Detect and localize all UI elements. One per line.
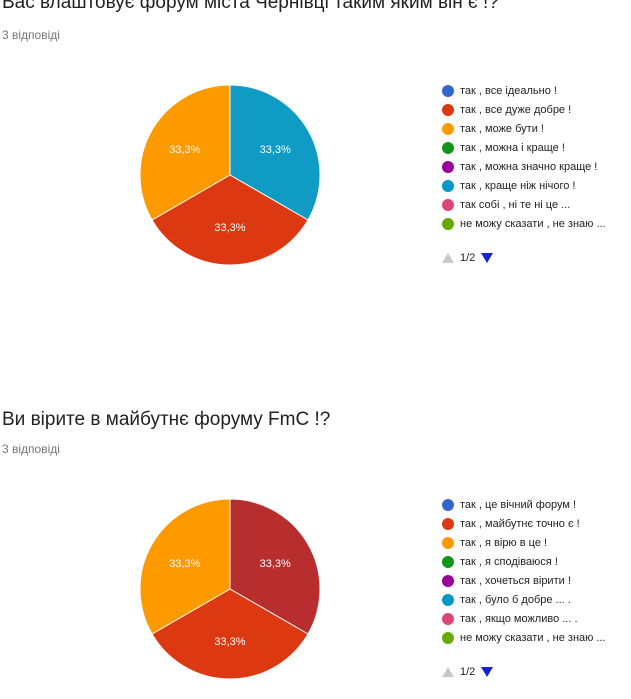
legend-item[interactable]: так , я вірю в це !: [442, 533, 606, 552]
legend-dot-icon: [442, 612, 454, 625]
legend-prev-icon[interactable]: [442, 667, 454, 677]
pie-chart[interactable]: 33,3% 33,3% 33,3%: [120, 65, 340, 285]
legend-item[interactable]: так , якщо можливо ... .: [442, 609, 606, 628]
legend-item[interactable]: так , це вічний форум !: [442, 495, 606, 514]
legend-item[interactable]: так , можна значно краще !: [442, 157, 606, 176]
legend-label: так , було б добре ... .: [460, 593, 571, 606]
legend-next-icon[interactable]: [481, 667, 494, 677]
legend-prev-icon[interactable]: [442, 253, 454, 263]
legend-item[interactable]: не можу сказати , не знаю ...: [442, 214, 606, 233]
legend-dot-icon: [442, 141, 454, 154]
chart-legend: так , це вічний форум ! так , майбутнє то…: [442, 495, 606, 647]
chart-title: Ви вірите в майбутнє форуму FmC !?: [2, 409, 331, 430]
legend-dot-icon: [442, 84, 454, 97]
legend-label: так собі , ні те ні це ...: [460, 198, 571, 211]
legend-item[interactable]: так , було б добре ... .: [442, 590, 606, 609]
pie-slice-label: 33,3%: [214, 636, 245, 648]
pie-slice-0[interactable]: [229, 498, 321, 635]
legend-dot-icon: [442, 217, 454, 230]
pie-slice-label: 33,3%: [169, 558, 200, 570]
legend-next-icon[interactable]: [481, 253, 494, 263]
legend-label: так , все ідеально !: [460, 84, 557, 97]
legend-label: так , все дуже добре !: [460, 103, 572, 116]
pie-slice-1[interactable]: [151, 174, 309, 266]
legend-label: так , якщо можливо ... .: [460, 612, 578, 625]
legend-label: так , майбутнє точно є !: [460, 517, 580, 530]
legend-page: 1/2: [460, 666, 476, 678]
response-count: 3 відповіді: [2, 28, 60, 42]
legend-dot-icon: [442, 517, 454, 530]
pie-slice-label: 33,3%: [260, 144, 291, 156]
legend-label: не можу сказати , не знаю ...: [460, 631, 606, 644]
legend-pager: 1/2: [442, 252, 494, 264]
legend-dot-icon: [442, 574, 454, 587]
legend-item[interactable]: так , може бути !: [442, 119, 606, 138]
legend-item[interactable]: не можу сказати , не знаю ...: [442, 628, 606, 647]
legend-item[interactable]: так , я сподіваюся !: [442, 552, 606, 571]
legend-label: так , я сподіваюся !: [460, 555, 558, 568]
legend-dot-icon: [442, 160, 454, 173]
legend-item[interactable]: так , хочеться вірити !: [442, 571, 606, 590]
chart-section-1: Вас влаштовує форум міста Чернівці таким…: [0, 0, 631, 340]
legend-label: так , це вічний форум !: [460, 498, 577, 511]
legend-dot-icon: [442, 631, 454, 644]
chart-title: Вас влаштовує форум міста Чернівці таким…: [2, 0, 499, 13]
pie-slice-2[interactable]: [139, 498, 231, 635]
pie-slice-2[interactable]: [139, 84, 231, 221]
chart-legend: так , все ідеально ! так , все дуже добре…: [442, 81, 606, 233]
legend-dot-icon: [442, 103, 454, 116]
chart-section-2: Ви вірите в майбутнє форуму FmC !? 3 від…: [0, 400, 631, 683]
legend-item[interactable]: так , все ідеально !: [442, 81, 606, 100]
legend-label: так , може бути !: [460, 122, 544, 135]
legend-dot-icon: [442, 179, 454, 192]
legend-label: так , краще ніж нічого !: [460, 179, 576, 192]
legend-item[interactable]: так , все дуже добре !: [442, 100, 606, 119]
legend-item[interactable]: так собі , ні те ні це ...: [442, 195, 606, 214]
legend-dot-icon: [442, 555, 454, 568]
response-count: 3 відповіді: [2, 442, 60, 456]
legend-item[interactable]: так , майбутнє точно є !: [442, 514, 606, 533]
legend-dot-icon: [442, 122, 454, 135]
legend-label: так , я вірю в це !: [460, 536, 548, 549]
legend-dot-icon: [442, 498, 454, 511]
pie-chart[interactable]: 33,3% 33,3% 33,3%: [120, 479, 340, 699]
pie-slice-label: 33,3%: [214, 222, 245, 234]
legend-label: так , можна і краще !: [460, 141, 565, 154]
legend-label: так , хочеться вірити !: [460, 574, 571, 587]
legend-label: не можу сказати , не знаю ...: [460, 217, 606, 230]
legend-item[interactable]: так , можна і краще !: [442, 138, 606, 157]
legend-item[interactable]: так , краще ніж нічого !: [442, 176, 606, 195]
legend-pager: 1/2: [442, 666, 494, 678]
pie-slice-label: 33,3%: [169, 144, 200, 156]
pie-slice-0[interactable]: [229, 84, 321, 221]
legend-dot-icon: [442, 198, 454, 211]
legend-dot-icon: [442, 536, 454, 549]
legend-page: 1/2: [460, 252, 476, 264]
pie-slice-label: 33,3%: [260, 558, 291, 570]
legend-dot-icon: [442, 593, 454, 606]
legend-label: так , можна значно краще !: [460, 160, 598, 173]
pie-slice-1[interactable]: [151, 588, 309, 680]
